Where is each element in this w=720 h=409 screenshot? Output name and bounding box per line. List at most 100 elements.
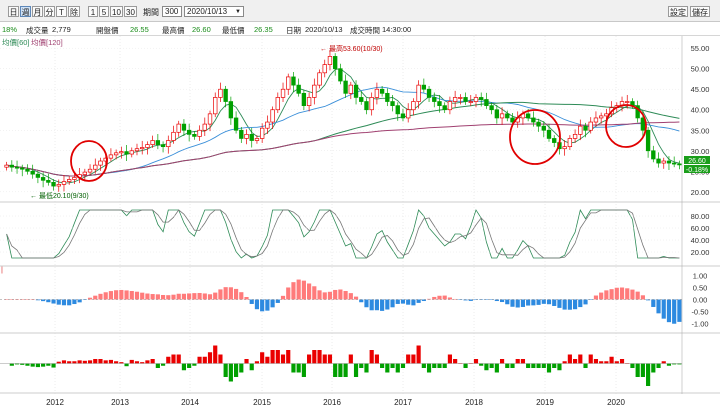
change-bar: [380, 363, 385, 368]
change-bar: [661, 361, 666, 364]
candle-body: [270, 109, 275, 123]
change-bar: [572, 359, 578, 364]
candle-body: [61, 181, 67, 185]
change-bar: [98, 359, 103, 364]
candle-body: [447, 101, 453, 111]
change-bar: [557, 363, 562, 371]
macd-bar: [421, 299, 426, 302]
change-tag: [684, 165, 710, 173]
macd-bar: [453, 298, 458, 300]
change-bar: [171, 354, 176, 364]
settings-button[interactable]: 設定: [668, 6, 688, 17]
candle-body: [181, 123, 187, 131]
macd-bar: [562, 299, 567, 310]
chevron-down-icon[interactable]: ▼: [235, 9, 241, 15]
change-bar: [317, 350, 322, 364]
candle-body: [531, 117, 536, 123]
change-bar: [265, 356, 270, 364]
kd-oscillator: [0, 208, 682, 259]
min-price-label: ← 最低20.10(9/30): [30, 191, 89, 200]
candle-body: [192, 134, 197, 137]
candle-body: [473, 97, 479, 102]
period-day-button[interactable]: 日: [8, 6, 19, 17]
year-tick-label: 2012: [46, 398, 64, 407]
candle-body: [562, 146, 567, 150]
candle-body: [134, 148, 140, 152]
candle-body: [333, 56, 338, 70]
macd-bar: [463, 299, 468, 301]
period-minute-button[interactable]: 分: [44, 6, 55, 17]
highlight-circles: [70, 104, 647, 182]
macd-bar: [213, 292, 218, 300]
macd-bar: [666, 299, 672, 323]
macd-bar: [129, 291, 134, 300]
change-bar: [218, 354, 223, 364]
change-bar: [515, 359, 520, 364]
macd-bar: [35, 299, 40, 301]
macd-bar: [661, 299, 666, 319]
macd-bar: [20, 299, 25, 300]
panel-label: |: [1, 265, 3, 274]
candle-body: [593, 117, 599, 123]
macd-bar: [77, 299, 82, 303]
change-bar: [526, 363, 531, 368]
candle-body: [218, 88, 223, 98]
macd-bar: [145, 293, 150, 300]
macd-bar: [520, 299, 526, 307]
minute-1-button[interactable]: 1: [88, 6, 98, 17]
candle-body: [9, 164, 14, 168]
change-bar: [275, 350, 280, 364]
change-bar: [338, 363, 343, 377]
change-bar: [9, 363, 14, 366]
moving-average-lines: [6, 68, 680, 184]
quote-info-bar: 18% 成交量 2,779 開盤價 26.55 最高價 26.60 最低價 26…: [0, 22, 720, 36]
change-bar: [233, 363, 239, 377]
candle-body: [635, 105, 640, 119]
candle-body: [254, 138, 260, 141]
change-bar: [630, 363, 635, 368]
candle-body: [82, 171, 88, 175]
exright-button[interactable]: 除: [68, 6, 80, 17]
minute-10-button[interactable]: 10: [110, 6, 123, 17]
candle-body: [484, 99, 489, 106]
macd-bar: [395, 299, 400, 304]
price-tag-label: 26.60: [688, 158, 706, 165]
macd-bar: [385, 299, 390, 310]
candle-body: [645, 129, 651, 152]
candle-body: [479, 97, 484, 100]
date-picker[interactable]: 2020/10/13 ▼: [184, 6, 244, 17]
macd-bar: [614, 287, 619, 300]
save-button[interactable]: 儲存: [690, 6, 710, 17]
year-tick-label: 2020: [607, 398, 625, 407]
period-input[interactable]: 300: [162, 6, 182, 17]
chart-grid: [0, 36, 720, 394]
macd-bar: [103, 292, 108, 300]
macd-bar: [140, 292, 145, 300]
minute-5-button[interactable]: 5: [99, 6, 109, 17]
change-bar: [395, 363, 400, 373]
candle-body: [213, 97, 218, 115]
macd-bar: [187, 293, 192, 300]
period-tick-button[interactable]: T: [56, 6, 67, 17]
candle-body: [536, 121, 541, 127]
price-tag: [684, 156, 710, 164]
candle-body: [499, 113, 505, 119]
period-month-button[interactable]: 月: [32, 6, 43, 17]
change-bar: [546, 363, 552, 373]
candle-body: [416, 84, 421, 102]
stock-chart[interactable]: 55.0050.0045.0040.0035.0030.0025.0020.00…: [0, 36, 720, 409]
candle-body: [552, 138, 557, 143]
change-bar: [327, 354, 333, 364]
toolbar: 日 週 月 分 T 除 1 5 10 30 期間 300 2020/10/13 …: [0, 0, 720, 22]
change-bar: [286, 350, 291, 364]
change-bar: [656, 363, 661, 368]
change-bar: [134, 361, 140, 364]
change-bar: [432, 363, 437, 368]
macd-bar: [291, 282, 296, 300]
candle-body: [176, 123, 181, 133]
macd-bar: [353, 296, 359, 300]
candle-body: [140, 147, 145, 150]
minute-30-button[interactable]: 30: [124, 6, 137, 17]
period-week-button[interactable]: 週: [20, 6, 31, 17]
macd-bar: [380, 299, 385, 311]
